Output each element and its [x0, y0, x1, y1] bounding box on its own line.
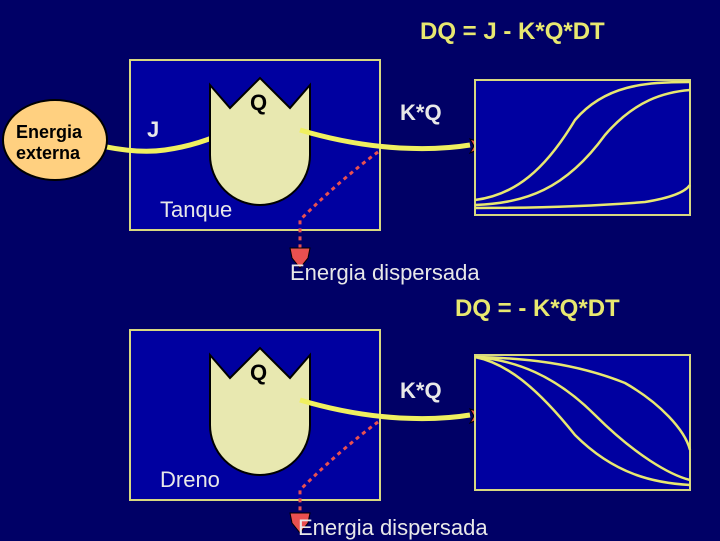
chart-bottom — [475, 355, 690, 490]
kq-label-bottom: K*Q — [400, 378, 442, 404]
q-label-bottom: Q — [250, 360, 267, 386]
dreno-label: Dreno — [160, 467, 220, 493]
dispersed-label-bottom: Energia dispersada — [298, 515, 488, 541]
